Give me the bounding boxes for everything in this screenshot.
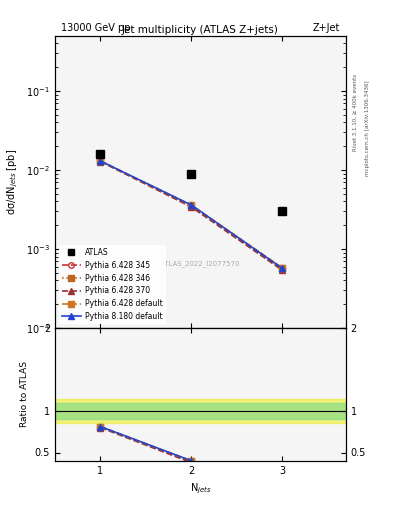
- Title: Jet multiplicity (ATLAS Z+jets): Jet multiplicity (ATLAS Z+jets): [122, 25, 279, 35]
- Y-axis label: dσ/dN$_{jets}$ [pb]: dσ/dN$_{jets}$ [pb]: [6, 149, 20, 215]
- Y-axis label: Ratio to ATLAS: Ratio to ATLAS: [20, 361, 29, 428]
- Pythia 8.180 default: [189, 202, 194, 208]
- Pythia 6.428 370: [189, 204, 194, 210]
- Pythia 8.180 default: [280, 265, 285, 271]
- X-axis label: N$_{jets}$: N$_{jets}$: [190, 481, 211, 496]
- Pythia 6.428 default: [98, 158, 103, 164]
- Pythia 6.428 346: [280, 265, 285, 271]
- Line: Pythia 6.428 346: Pythia 6.428 346: [98, 158, 285, 271]
- Pythia 6.428 345: [189, 203, 194, 209]
- ATLAS: [98, 151, 103, 157]
- Line: Pythia 6.428 default: Pythia 6.428 default: [98, 158, 285, 270]
- Line: Pythia 6.428 370: Pythia 6.428 370: [98, 159, 285, 273]
- Text: Rivet 3.1.10, ≥ 400k events: Rivet 3.1.10, ≥ 400k events: [353, 74, 358, 151]
- ATLAS: [189, 170, 194, 177]
- Text: 13000 GeV pp: 13000 GeV pp: [61, 23, 130, 33]
- Text: mcplots.cern.ch [arXiv:1306.3436]: mcplots.cern.ch [arXiv:1306.3436]: [365, 80, 370, 176]
- Text: Z+Jet: Z+Jet: [313, 23, 340, 33]
- Line: ATLAS: ATLAS: [96, 150, 286, 216]
- Pythia 6.428 370: [98, 159, 103, 165]
- Bar: [55, 403, 346, 419]
- Pythia 6.428 345: [280, 266, 285, 272]
- Bar: [55, 398, 346, 423]
- Pythia 6.428 346: [98, 158, 103, 164]
- Text: ATLAS_2022_I2077570: ATLAS_2022_I2077570: [161, 260, 240, 267]
- Pythia 6.428 370: [280, 267, 285, 273]
- Pythia 6.428 default: [280, 265, 285, 271]
- Pythia 6.428 345: [98, 158, 103, 164]
- ATLAS: [280, 208, 285, 215]
- Line: Pythia 8.180 default: Pythia 8.180 default: [98, 158, 285, 271]
- Line: Pythia 6.428 345: Pythia 6.428 345: [98, 158, 285, 272]
- Pythia 6.428 346: [189, 202, 194, 208]
- Pythia 6.428 default: [189, 202, 194, 208]
- Legend: ATLAS, Pythia 6.428 345, Pythia 6.428 346, Pythia 6.428 370, Pythia 6.428 defaul: ATLAS, Pythia 6.428 345, Pythia 6.428 34…: [59, 245, 165, 324]
- Pythia 8.180 default: [98, 158, 103, 164]
